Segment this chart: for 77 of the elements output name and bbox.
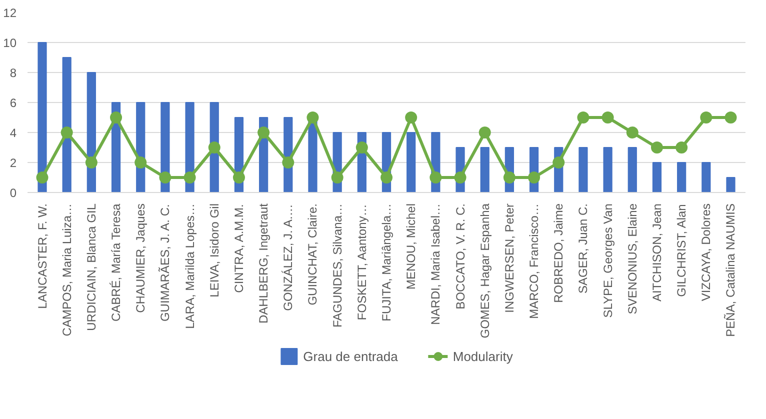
x-tick-label: PEÑA, Catalina NAUMIS bbox=[724, 203, 738, 337]
x-tick-label: MENOU, Michel bbox=[404, 203, 418, 290]
x-tick-label: GUINCHAT, Claire. bbox=[306, 203, 320, 306]
y-tick-label: 4 bbox=[10, 126, 17, 140]
x-tick-label: DAHLBERG, Ingetraut bbox=[256, 202, 271, 324]
point bbox=[577, 112, 590, 124]
x-tick-label: LEIVA, Isidoro Gil bbox=[207, 203, 222, 298]
legend-label: Grau de entrada bbox=[303, 348, 398, 364]
point bbox=[626, 126, 638, 138]
point bbox=[454, 172, 466, 184]
x-tick-label: BOCCATO, V. R. C. bbox=[453, 203, 468, 310]
point bbox=[306, 112, 319, 124]
bar bbox=[702, 162, 711, 192]
point bbox=[650, 142, 663, 154]
x-tick-label: LARA, Marilda Lopes… bbox=[182, 204, 197, 329]
y-tick-label: 6 bbox=[10, 96, 17, 110]
x-tick-label: GUIMARÃES, J. A. C. bbox=[158, 204, 172, 322]
point bbox=[36, 172, 48, 184]
x-tick-label: CAMPOS, Maria Luiza… bbox=[60, 204, 74, 336]
point bbox=[478, 126, 491, 138]
point bbox=[552, 156, 565, 168]
point bbox=[208, 142, 220, 154]
x-tick-label: INGWERSEN, Peter bbox=[502, 203, 516, 313]
x-tick-label: URDICIAIN, Blanca GIL bbox=[84, 203, 98, 331]
x-tick-label: FUJITA, Mariângela… bbox=[380, 203, 394, 322]
point bbox=[134, 156, 147, 168]
point bbox=[60, 126, 73, 138]
bar bbox=[406, 132, 416, 192]
point bbox=[503, 172, 516, 184]
point bbox=[356, 142, 368, 154]
x-tick-label: CABRÉ, María Teresa bbox=[109, 203, 124, 322]
point bbox=[331, 172, 344, 184]
x-tick-label: CINTRA, A.M.M. bbox=[232, 204, 246, 293]
y-tick-label: 12 bbox=[3, 6, 17, 20]
x-tick-label: SAGER, Juan C. bbox=[576, 203, 590, 294]
bar bbox=[578, 147, 588, 192]
x-tick-label: VIZCAYA, Dolores bbox=[699, 203, 714, 302]
point bbox=[282, 156, 294, 168]
point bbox=[528, 172, 540, 184]
x-tick-label: FOSKETT, Aantony… bbox=[354, 204, 369, 320]
y-tick-label: 0 bbox=[10, 186, 17, 200]
point bbox=[700, 112, 712, 124]
bar bbox=[677, 162, 686, 192]
bar bbox=[38, 42, 47, 192]
y-tick-label: 8 bbox=[10, 66, 17, 80]
point bbox=[232, 172, 245, 184]
x-tick-label: FAGUNDES, Silvana… bbox=[330, 203, 344, 328]
x-tick-label: ROBREDO, Jaime bbox=[552, 203, 566, 303]
point bbox=[380, 172, 392, 184]
point bbox=[159, 172, 172, 184]
x-tick-label: SVENONIUS, Elaine bbox=[625, 203, 640, 314]
y-tick-label: 2 bbox=[10, 156, 17, 170]
bar bbox=[603, 147, 612, 192]
x-tick-label: AITCHISON, Jean bbox=[650, 203, 664, 302]
point bbox=[110, 112, 122, 124]
bar bbox=[628, 147, 637, 192]
x-tick-label: SLYPE, Georges Van bbox=[600, 203, 615, 318]
y-tick-label: 10 bbox=[3, 36, 17, 50]
point bbox=[85, 156, 98, 168]
point bbox=[602, 112, 614, 124]
x-tick-label: CHAUMIER, Jaques bbox=[134, 203, 148, 313]
point bbox=[430, 172, 442, 184]
x-tick-label: NARDI, Maria Isabel… bbox=[428, 203, 443, 325]
legend-label: Modularity bbox=[452, 348, 513, 364]
point bbox=[676, 142, 688, 154]
bar bbox=[726, 177, 736, 192]
bar bbox=[652, 162, 662, 192]
x-tick-label: LANCASTER, F. W. bbox=[35, 203, 50, 309]
point bbox=[724, 112, 737, 124]
x-tick-label: MARCO, Francisco… bbox=[527, 203, 542, 319]
x-tick-label: GOMES, Hagar Espanha bbox=[478, 203, 492, 338]
x-tick-label: GONZÁLEZ, J. A.… bbox=[281, 204, 296, 311]
point bbox=[258, 126, 270, 138]
x-tick-label: GILCHRIST, Alan bbox=[674, 204, 689, 297]
point bbox=[184, 172, 196, 184]
point bbox=[405, 112, 418, 124]
bar bbox=[480, 147, 490, 192]
